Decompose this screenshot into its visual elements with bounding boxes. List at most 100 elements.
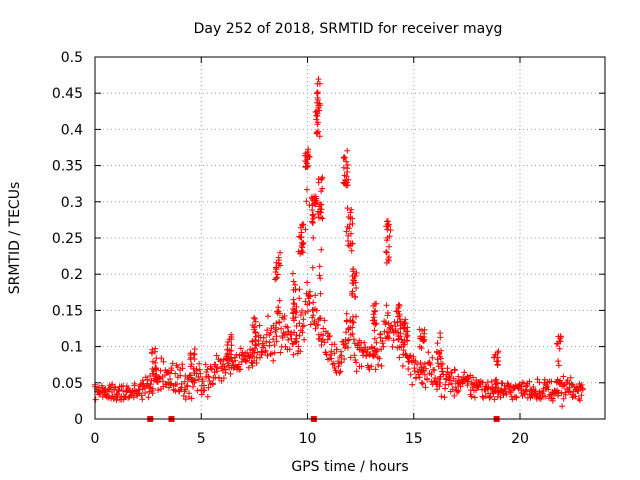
data-point bbox=[559, 403, 565, 409]
data-point bbox=[272, 350, 278, 356]
data-point bbox=[192, 356, 198, 362]
data-point bbox=[400, 363, 406, 369]
y-tick-label: 0.15 bbox=[52, 303, 83, 319]
y-tick-labels: 00.050.10.150.20.250.30.350.40.450.5 bbox=[52, 50, 83, 428]
data-point bbox=[310, 235, 316, 241]
data-point bbox=[309, 220, 315, 226]
x-tick-label: 10 bbox=[299, 431, 317, 447]
data-point bbox=[495, 348, 501, 354]
data-point bbox=[228, 371, 234, 377]
x-axis-label: GPS time / hours bbox=[291, 459, 408, 475]
data-point bbox=[495, 358, 501, 364]
grid bbox=[95, 57, 605, 419]
y-tick-label: 0.3 bbox=[61, 195, 83, 211]
data-point bbox=[301, 337, 307, 343]
data-point bbox=[556, 362, 562, 368]
y-tick-label: 0 bbox=[74, 412, 83, 428]
data-point bbox=[409, 382, 415, 388]
data-point bbox=[342, 155, 348, 161]
data-point bbox=[316, 76, 322, 82]
data-point bbox=[472, 395, 478, 401]
data-point bbox=[351, 336, 357, 342]
data-point bbox=[194, 388, 200, 394]
x-tick-labels: 0 5 10 15 20 bbox=[91, 431, 529, 447]
y-tick-label: 0.1 bbox=[61, 340, 83, 356]
data-point bbox=[396, 355, 402, 361]
data-point bbox=[267, 339, 273, 345]
data-point bbox=[304, 280, 310, 286]
data-point bbox=[197, 367, 203, 373]
data-point bbox=[435, 340, 441, 346]
data-point bbox=[344, 319, 350, 325]
data-point bbox=[315, 89, 321, 95]
data-point bbox=[560, 374, 566, 380]
data-point bbox=[145, 394, 151, 400]
data-point bbox=[296, 295, 302, 301]
data-point bbox=[420, 381, 426, 387]
y-tick-label: 0.2 bbox=[61, 267, 83, 283]
data-point bbox=[191, 352, 197, 358]
data-point bbox=[139, 396, 145, 402]
x-tick-label: 15 bbox=[405, 431, 423, 447]
data-point bbox=[297, 286, 303, 292]
data-point bbox=[277, 298, 283, 304]
data-point bbox=[425, 349, 431, 355]
data-point bbox=[297, 333, 303, 339]
y-axis-label: SRMTID / TECUs bbox=[7, 182, 23, 295]
chart-title: Day 252 of 2018, SRMTID for receiver may… bbox=[194, 21, 503, 37]
data-point bbox=[344, 311, 350, 317]
data-point bbox=[189, 396, 195, 402]
data-point bbox=[344, 165, 350, 171]
y-tick-label: 0.5 bbox=[61, 50, 83, 66]
data-point bbox=[431, 367, 437, 373]
data-point bbox=[438, 393, 444, 399]
data-point bbox=[310, 265, 316, 271]
data-point bbox=[389, 344, 395, 350]
data-series-srmtid bbox=[92, 76, 586, 409]
data-point bbox=[423, 384, 429, 390]
data-point bbox=[383, 249, 389, 255]
data-point bbox=[437, 330, 443, 336]
data-point bbox=[317, 263, 323, 269]
data-point bbox=[304, 187, 310, 193]
data-point bbox=[386, 244, 392, 250]
y-tick-label: 0.25 bbox=[52, 231, 83, 247]
data-point bbox=[303, 198, 309, 204]
data-point bbox=[277, 350, 283, 356]
data-point bbox=[445, 365, 451, 371]
data-point bbox=[461, 369, 467, 375]
data-point bbox=[205, 394, 211, 400]
data-point bbox=[270, 358, 276, 364]
data-point bbox=[225, 339, 231, 345]
x-tick-label: 5 bbox=[197, 431, 206, 447]
data-point bbox=[320, 216, 326, 222]
data-point bbox=[435, 360, 441, 366]
data-point bbox=[451, 393, 457, 399]
srmtid-chart: 0 5 10 15 20 00.050.10.150.20.250.30.350.40.… bbox=[0, 0, 640, 480]
data-point bbox=[310, 299, 316, 305]
data-point bbox=[275, 304, 281, 310]
data-point bbox=[93, 397, 99, 403]
data-point bbox=[408, 372, 414, 378]
data-point bbox=[411, 365, 417, 371]
data-point bbox=[312, 292, 318, 298]
data-point bbox=[273, 275, 279, 281]
data-point bbox=[317, 272, 323, 278]
data-point bbox=[317, 275, 323, 281]
data-point bbox=[442, 394, 448, 400]
data-point bbox=[344, 148, 350, 154]
data-point bbox=[314, 130, 320, 136]
data-point bbox=[190, 384, 196, 390]
data-point bbox=[384, 302, 390, 308]
data-point bbox=[317, 291, 323, 297]
data-point bbox=[419, 380, 425, 386]
data-point bbox=[290, 271, 296, 277]
data-point bbox=[308, 322, 314, 328]
data-point bbox=[268, 351, 274, 357]
data-point bbox=[155, 387, 161, 393]
data-point bbox=[379, 363, 385, 369]
data-point bbox=[153, 355, 159, 361]
data-point bbox=[391, 319, 397, 325]
data-point bbox=[192, 346, 198, 352]
y-tick-label: 0.45 bbox=[52, 86, 83, 102]
